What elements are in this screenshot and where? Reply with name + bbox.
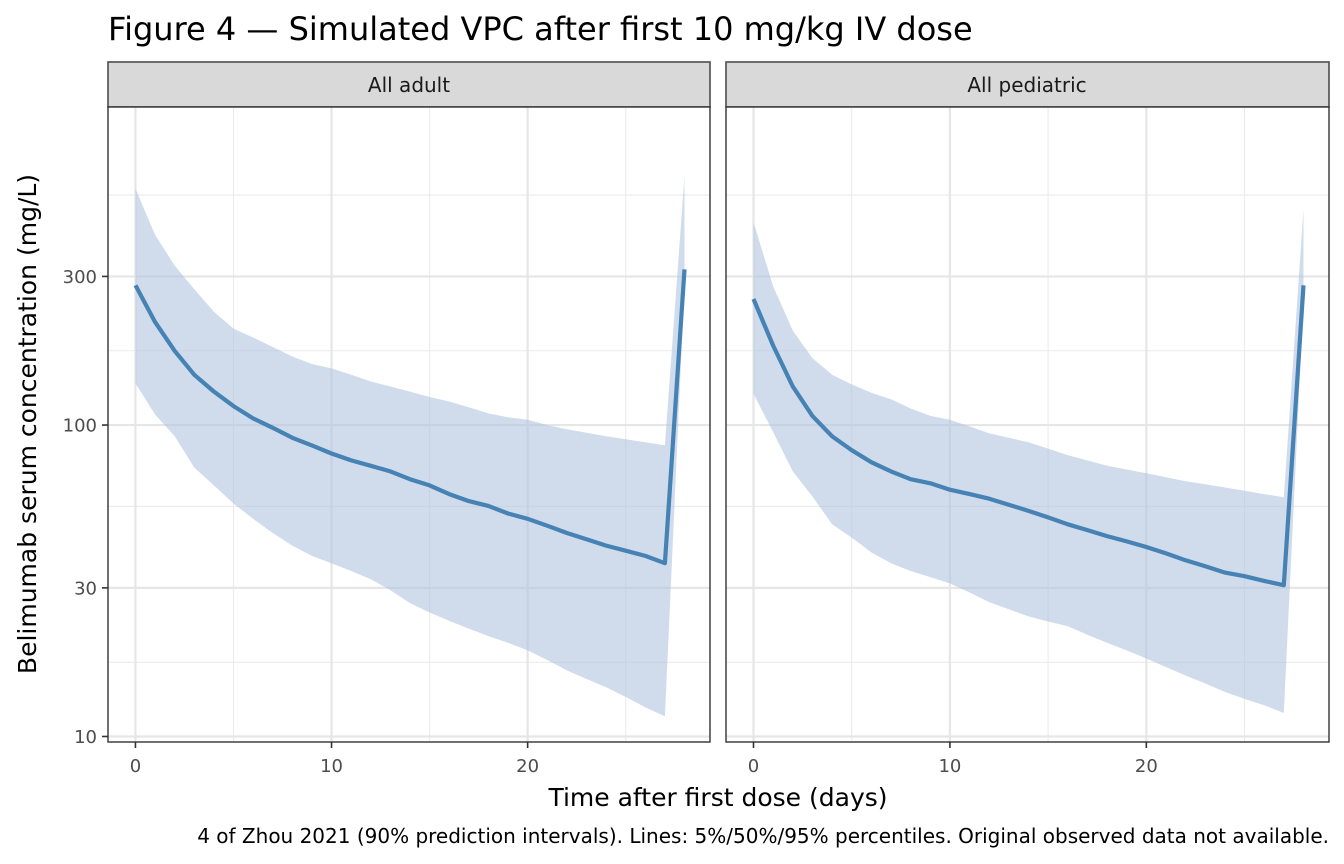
x-axis-title: Time after first dose (days) — [547, 783, 887, 812]
strip-label-pediatric: All pediatric — [967, 73, 1086, 97]
y-tick-label: 100 — [63, 416, 97, 437]
y-tick-label: 30 — [74, 578, 97, 599]
x-tick-label: 0 — [748, 756, 759, 777]
x-tick-label: 20 — [516, 756, 539, 777]
x-axis-adult: 0 10 20 — [130, 742, 539, 777]
gridlines-pediatric — [726, 107, 1329, 742]
median-line-adult — [133, 269, 687, 566]
y-axis: 10 30 100 300 — [63, 267, 108, 748]
y-axis-title: Belimumab serum concentration (mg/L) — [13, 174, 42, 674]
median-line-pediatric — [751, 285, 1306, 588]
y-tick-label: 300 — [63, 267, 97, 288]
chart-caption: 4 of Zhou 2021 (90% prediction intervals… — [197, 824, 1329, 848]
x-tick-label: 10 — [938, 756, 961, 777]
x-tick-label: 10 — [320, 756, 343, 777]
x-tick-label: 20 — [1135, 756, 1158, 777]
strip-adult — [107, 61, 711, 108]
panel-border-pediatric — [725, 106, 1330, 743]
prediction-band-adult — [135, 175, 685, 717]
strip-label-adult: All adult — [368, 73, 450, 97]
x-axis-pediatric: 0 10 20 — [748, 742, 1158, 777]
panel-adult: All adult 0 10 20 — [107, 61, 711, 777]
chart-title: Figure 4 — Simulated VPC after first 10 … — [108, 10, 973, 48]
prediction-band-pediatric — [753, 209, 1304, 714]
panel-pediatric: All pediatric 0 10 20 — [725, 61, 1330, 777]
x-tick-label: 0 — [130, 756, 141, 777]
y-tick-label: 10 — [74, 727, 97, 748]
strip-pediatric — [725, 61, 1330, 108]
